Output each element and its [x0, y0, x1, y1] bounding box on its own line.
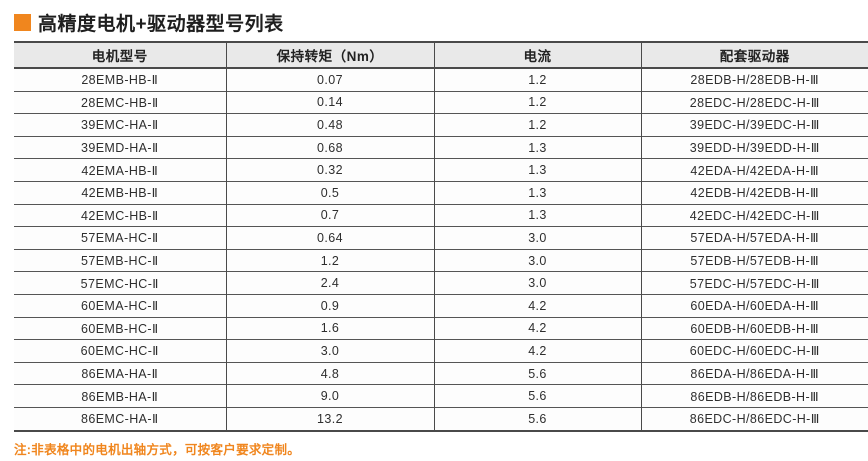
table-row: 57EMB-HC-Ⅱ 1.2 3.0 57EDB-H/57EDB-H-Ⅲ — [14, 249, 868, 272]
current-cell: 4.2 — [433, 294, 641, 318]
table-row: 60EMB-HC-Ⅱ 1.6 4.2 60EDB-H/60EDB-H-Ⅲ — [14, 317, 868, 340]
driver-cell: 42EDA-H/42EDA-H-Ⅲ — [640, 158, 868, 182]
torque-cell: 1.2 — [225, 249, 434, 272]
model-cell: 28EMC-HB-Ⅱ — [80, 95, 159, 110]
table-row: 57EMC-HC-Ⅱ 2.4 3.0 57EDC-H/57EDC-H-Ⅲ — [14, 271, 868, 295]
header-motor-model: 电机型号 — [91, 49, 148, 64]
header-current: 电流 — [433, 42, 641, 68]
current-cell: 1.2 — [433, 68, 641, 92]
driver-cell: 28EDB-H/28EDB-H-Ⅲ — [640, 68, 868, 92]
table-body: 28EMB-HB-Ⅱ 0.07 1.2 28EDB-H/28EDB-H-Ⅲ 28EMC-… — [14, 68, 868, 431]
model-cell: 60EMC-HC-Ⅱ — [80, 344, 159, 359]
driver-cell: 39EDD-H/39EDD-H-Ⅲ — [640, 136, 868, 159]
page-title: 高精度电机+驱动器型号列表 — [38, 13, 284, 35]
current-cell: 5.6 — [433, 407, 641, 431]
torque-cell: 0.07 — [225, 68, 434, 92]
table-header: 电机型号 保持转矩（Nm） 电流 配套驱动器 — [14, 42, 868, 68]
table-row: 39EMD-HA-Ⅱ 0.68 1.3 39EDD-H/39EDD-H-Ⅲ — [14, 136, 868, 159]
current-cell: 1.3 — [433, 136, 641, 159]
header-matching-driver: 配套驱动器 — [640, 42, 868, 68]
current-cell: 4.2 — [433, 339, 641, 363]
current-cell: 1.3 — [433, 181, 641, 205]
torque-cell: 0.48 — [225, 113, 434, 137]
torque-cell: 1.6 — [225, 317, 434, 340]
driver-cell: 60EDC-H/60EDC-H-Ⅲ — [640, 339, 868, 363]
torque-cell: 0.14 — [225, 91, 434, 114]
model-cell: 86EMC-HA-Ⅱ — [80, 412, 159, 427]
table-row: 60EMA-HC-Ⅱ 0.9 4.2 60EDA-H/60EDA-H-Ⅲ — [14, 294, 868, 318]
torque-cell: 0.9 — [225, 294, 434, 318]
table-row: 42EMB-HB-Ⅱ 0.5 1.3 42EDB-H/42EDB-H-Ⅲ — [14, 181, 868, 205]
model-cell: 28EMB-HB-Ⅱ — [81, 73, 159, 88]
table-row: 86EMB-HA-Ⅱ 9.0 5.6 86EDB-H/86EDB-H-Ⅲ — [14, 384, 868, 408]
current-cell: 1.2 — [433, 113, 641, 137]
driver-cell: 42EDC-H/42EDC-H-Ⅲ — [640, 204, 868, 227]
section-title-row: 高精度电机+驱动器型号列表 — [0, 0, 868, 35]
driver-cell: 57EDB-H/57EDB-H-Ⅲ — [640, 249, 868, 272]
driver-cell: 57EDC-H/57EDC-H-Ⅲ — [640, 271, 868, 295]
driver-cell: 39EDC-H/39EDC-H-Ⅲ — [640, 113, 868, 137]
table-header-row: 电机型号 保持转矩（Nm） 电流 配套驱动器 — [14, 42, 868, 68]
driver-cell: 86EDA-H/86EDA-H-Ⅲ — [640, 362, 868, 385]
driver-cell: 60EDB-H/60EDB-H-Ⅲ — [640, 317, 868, 340]
driver-cell: 57EDA-H/57EDA-H-Ⅲ — [640, 226, 868, 250]
model-cell: 39EMD-HA-Ⅱ — [80, 141, 159, 156]
torque-cell: 0.5 — [225, 181, 434, 205]
torque-cell: 9.0 — [225, 384, 434, 408]
current-cell: 1.3 — [433, 204, 641, 227]
torque-cell: 3.0 — [225, 339, 434, 363]
current-cell: 5.6 — [433, 362, 641, 385]
model-cell: 39EMC-HA-Ⅱ — [80, 118, 159, 133]
header-holding-torque: 保持转矩（Nm） — [225, 42, 434, 68]
current-cell: 1.2 — [433, 91, 641, 114]
model-cell: 42EMB-HB-Ⅱ — [81, 186, 159, 201]
model-cell: 57EMC-HC-Ⅱ — [80, 276, 159, 291]
current-cell: 4.2 — [433, 317, 641, 340]
table-row: 60EMC-HC-Ⅱ 3.0 4.2 60EDC-H/60EDC-H-Ⅲ — [14, 339, 868, 363]
model-cell: 86EMB-HA-Ⅱ — [81, 389, 159, 404]
table-row: 86EMC-HA-Ⅱ 13.2 5.6 86EDC-H/86EDC-H-Ⅲ — [14, 407, 868, 431]
footnote: 注:非表格中的电机出轴方式，可按客户要求定制。 — [14, 442, 301, 457]
driver-cell: 28EDC-H/28EDC-H-Ⅲ — [640, 91, 868, 114]
table-row: 42EMC-HB-Ⅱ 0.7 1.3 42EDC-H/42EDC-H-Ⅲ — [14, 204, 868, 227]
model-cell: 42EMA-HB-Ⅱ — [81, 163, 159, 178]
title-square-icon — [14, 13, 31, 31]
motor-driver-spec-table: 电机型号 保持转矩（Nm） 电流 配套驱动器 28EMB-HB-Ⅱ 0.07 1.2… — [14, 41, 868, 432]
current-cell: 3.0 — [433, 249, 641, 272]
model-cell: 60EMB-HC-Ⅱ — [80, 321, 159, 336]
torque-cell: 0.32 — [225, 158, 434, 182]
current-cell: 3.0 — [433, 271, 641, 295]
current-cell: 5.6 — [433, 384, 641, 408]
current-cell: 3.0 — [433, 226, 641, 250]
table-row: 39EMC-HA-Ⅱ 0.48 1.2 39EDC-H/39EDC-H-Ⅲ — [14, 113, 868, 137]
driver-cell: 60EDA-H/60EDA-H-Ⅲ — [640, 294, 868, 318]
model-cell: 42EMC-HB-Ⅱ — [80, 208, 159, 223]
model-cell: 57EMA-HC-Ⅱ — [80, 231, 159, 246]
driver-cell: 42EDB-H/42EDB-H-Ⅲ — [640, 181, 868, 205]
torque-cell: 0.64 — [225, 226, 434, 250]
driver-cell: 86EDC-H/86EDC-H-Ⅲ — [640, 407, 868, 431]
model-cell: 60EMA-HC-Ⅱ — [80, 299, 159, 314]
model-cell: 57EMB-HC-Ⅱ — [80, 254, 159, 269]
table-row: 28EMC-HB-Ⅱ 0.14 1.2 28EDC-H/28EDC-H-Ⅲ — [14, 91, 868, 114]
torque-cell: 13.2 — [225, 407, 434, 431]
table-row: 42EMA-HB-Ⅱ 0.32 1.3 42EDA-H/42EDA-H-Ⅲ — [14, 158, 868, 182]
torque-cell: 0.7 — [225, 204, 434, 227]
current-cell: 1.3 — [433, 158, 641, 182]
driver-cell: 86EDB-H/86EDB-H-Ⅲ — [640, 384, 868, 408]
table-row: 28EMB-HB-Ⅱ 0.07 1.2 28EDB-H/28EDB-H-Ⅲ — [14, 68, 868, 92]
torque-cell: 0.68 — [225, 136, 434, 159]
table-row: 86EMA-HA-Ⅱ 4.8 5.6 86EDA-H/86EDA-H-Ⅲ — [14, 362, 868, 385]
torque-cell: 4.8 — [225, 362, 434, 385]
table-row: 57EMA-HC-Ⅱ 0.64 3.0 57EDA-H/57EDA-H-Ⅲ — [14, 226, 868, 250]
torque-cell: 2.4 — [225, 271, 434, 295]
model-cell: 86EMA-HA-Ⅱ — [81, 367, 159, 382]
